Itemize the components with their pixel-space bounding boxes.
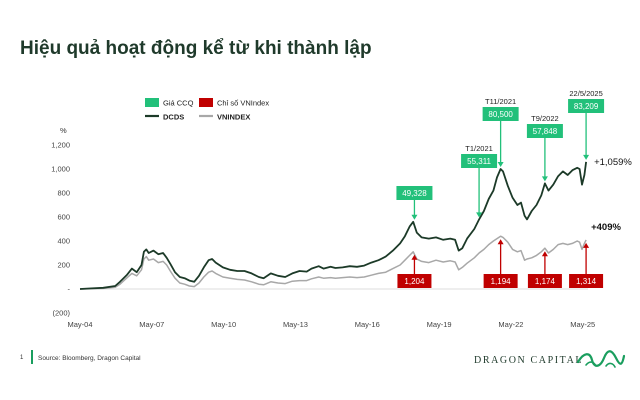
y-tick-label: (200): [52, 309, 70, 318]
callout-arrow-head: [541, 176, 548, 182]
x-axis: May-04 May-07 May-10 May-13 May-16 May-19 May-…: [67, 320, 595, 329]
y-tick-label: 800: [57, 189, 70, 198]
legend-label: VNINDEX: [217, 113, 250, 122]
legend-swatch-green_box: [145, 98, 159, 107]
vnindex-value: 1,204: [404, 277, 425, 286]
fund-price-box: [568, 99, 605, 113]
x-tick-label: May-10: [211, 320, 236, 329]
callout-arrow-head: [476, 212, 483, 218]
end-label-dcds: +1,059%: [594, 157, 632, 168]
y-axis: % 1,200 1,000 800 600 400 200 - (200): [51, 126, 588, 318]
chart-series: [79, 161, 587, 290]
fund-price-date: T9/2022: [531, 114, 559, 123]
vnindex-value: 1,194: [491, 277, 512, 286]
y-tick-label: 400: [57, 237, 70, 246]
callout-arrow-head: [541, 251, 548, 257]
chart-legend: Giá CCQ Chỉ số VNIndex DCDS VNINDEX: [145, 98, 269, 122]
page-number: 1: [20, 355, 24, 361]
fund-price-date: T1/2021: [465, 144, 493, 153]
page-title: Hiệu quả hoạt động kể từ khi thành lập: [20, 38, 372, 59]
fund-price-box: [461, 154, 498, 168]
callout-arrow-head: [411, 254, 418, 260]
chart-callouts: 49,328 55,311 T1/2021 80,500 T11/2021 57,848 T…: [396, 89, 605, 288]
callout-arrow-head: [583, 154, 590, 160]
y-axis-label: %: [60, 126, 67, 135]
vnindex-value-box: [569, 274, 604, 288]
x-tick-label: May-22: [498, 320, 523, 329]
x-tick-label: May-04: [67, 320, 92, 329]
brand-name: DRAGON CAPITAL: [474, 355, 584, 366]
fund-price-value: 83,209: [574, 102, 599, 111]
legend-label: Chỉ số VNIndex: [217, 99, 269, 108]
y-tick-label: 1,000: [51, 165, 70, 174]
callout-arrow-head: [497, 239, 504, 245]
callout-arrow-head: [497, 162, 504, 167]
fund-price-value: 55,311: [467, 157, 491, 166]
fund-price-box: [526, 124, 563, 138]
end-label-vnindex: +409%: [591, 222, 621, 233]
fund-price-value: 49,328: [402, 189, 427, 198]
legend-label: DCDS: [163, 113, 184, 122]
vnindex-value-box: [397, 274, 432, 288]
source-note: Source: Bloomberg, Dragon Capital: [38, 355, 141, 362]
x-tick-label: May-07: [139, 320, 164, 329]
vnindex-value: 1,174: [535, 277, 556, 286]
x-tick-label: May-13: [283, 320, 308, 329]
fund-price-date: 22/5/2025: [569, 89, 602, 98]
x-tick-label: May-19: [427, 320, 452, 329]
fund-price-box: [482, 107, 519, 121]
legend-swatch-red_box: [199, 98, 213, 107]
y-tick-label: 1,200: [51, 141, 70, 150]
vnindex-value-box: [527, 274, 562, 288]
fund-price-box: [396, 186, 433, 200]
series-line-vnindex: [79, 235, 587, 290]
y-tick-label: 200: [57, 261, 70, 270]
y-tick-label: -: [68, 285, 71, 294]
callout-arrow-head: [583, 242, 590, 248]
chart-end-labels: +1,059% +409%: [591, 157, 632, 233]
footer-divider: [31, 350, 33, 364]
performance-chart: Giá CCQ Chỉ số VNIndex DCDS VNINDEX % 1,200 1…: [51, 89, 632, 329]
series-line-dcds: [79, 161, 587, 290]
dragon-logo-icon: [576, 350, 626, 368]
vnindex-value: 1,314: [576, 277, 597, 286]
x-tick-label: May-25: [570, 320, 595, 329]
y-tick-label: 600: [57, 213, 70, 222]
fund-price-value: 80,500: [488, 110, 513, 119]
x-tick-label: May-16: [355, 320, 380, 329]
fund-price-value: 57,848: [533, 127, 558, 136]
vnindex-value-box: [483, 274, 518, 288]
legend-label: Giá CCQ: [163, 99, 194, 108]
callout-arrow-head: [411, 214, 418, 220]
fund-price-date: T11/2021: [485, 97, 516, 106]
